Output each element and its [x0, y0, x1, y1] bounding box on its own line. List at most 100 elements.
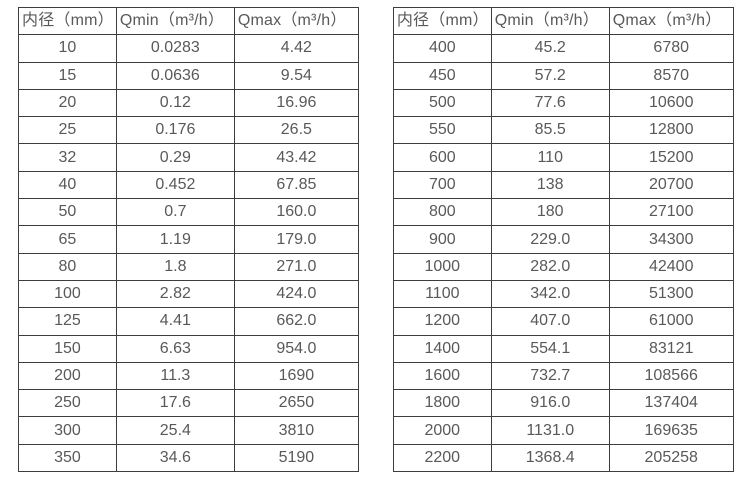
table-cell: 43.42 [233, 143, 359, 172]
table-cell: 916.0 [490, 389, 610, 418]
table-cell: 700 [392, 170, 492, 200]
table-body: 400 45.2 6780 450 57.2 8570 500 77.6 10600 550 85.… [392, 34, 734, 473]
table-cell: 180 [490, 198, 610, 227]
table-cell: 0.0283 [115, 34, 235, 63]
table-row: 700 138 20700 [392, 170, 734, 200]
table-cell: 0.176 [115, 116, 235, 145]
column-header: 内径（mm） [18, 6, 117, 36]
table-row: 150 6.63 954.0 [18, 334, 359, 363]
table-row: 500 77.6 10600 [392, 88, 734, 118]
table-cell: 0.7 [115, 198, 235, 227]
table-cell: 350 [18, 443, 117, 473]
table-row: 25 0.176 26.5 [18, 116, 359, 145]
table-cell: 1200 [392, 307, 492, 336]
table-cell: 2200 [392, 443, 492, 473]
table-cell: 0.12 [115, 88, 235, 118]
table-cell: 400 [392, 34, 492, 63]
table-cell: 32 [18, 143, 117, 172]
table-cell: 4.42 [233, 34, 359, 63]
table-cell: 1368.4 [490, 443, 610, 473]
table-cell: 500 [392, 88, 492, 118]
table-cell: 6780 [608, 34, 734, 63]
table-cell: 85.5 [490, 116, 610, 145]
table-cell: 554.1 [490, 334, 610, 363]
table-cell: 12800 [608, 116, 734, 145]
table-cell: 57.2 [490, 61, 610, 90]
table-cell: 77.6 [490, 88, 610, 118]
table-cell: 450 [392, 61, 492, 90]
column-header: Qmax（m³/h） [233, 6, 359, 36]
table-cell: 110 [490, 143, 610, 172]
table-cell: 5190 [233, 443, 359, 473]
table-row: 250 17.6 2650 [18, 389, 359, 418]
table-cell: 0.29 [115, 143, 235, 172]
table-row: 1200 407.0 61000 [392, 307, 734, 336]
table-cell: 83121 [608, 334, 734, 363]
table-row: 550 85.5 12800 [392, 116, 734, 145]
table-cell: 732.7 [490, 361, 610, 391]
table-row: 100 2.82 424.0 [18, 279, 359, 309]
header-row: 内径（mm） Qmin（m³/h） Qmax（m³/h） [392, 6, 734, 36]
table-cell: 51300 [608, 279, 734, 309]
table-cell: 15200 [608, 143, 734, 172]
column-header: Qmin（m³/h） [115, 6, 235, 36]
table-row: 300 25.4 3810 [18, 416, 359, 445]
table-cell: 138 [490, 170, 610, 200]
table-cell: 4.41 [115, 307, 235, 336]
table-cell: 200 [18, 361, 117, 391]
table-cell: 179.0 [233, 225, 359, 254]
table-cell: 1.8 [115, 252, 235, 281]
table-cell: 125 [18, 307, 117, 336]
table-row: 800 180 27100 [392, 198, 734, 227]
table-cell: 169635 [608, 416, 734, 445]
table-row: 1100 342.0 51300 [392, 279, 734, 309]
table-cell: 16.96 [233, 88, 359, 118]
table-cell: 342.0 [490, 279, 610, 309]
table-cell: 1100 [392, 279, 492, 309]
table-row: 40 0.452 67.85 [18, 170, 359, 200]
table-cell: 550 [392, 116, 492, 145]
table-cell: 34.6 [115, 443, 235, 473]
table-row: 80 1.8 271.0 [18, 252, 359, 281]
table-cell: 205258 [608, 443, 734, 473]
table-cell: 250 [18, 389, 117, 418]
table-row: 10 0.0283 4.42 [18, 34, 359, 63]
table-cell: 229.0 [490, 225, 610, 254]
table-cell: 150 [18, 334, 117, 363]
table-cell: 27100 [608, 198, 734, 227]
table-cell: 10 [18, 34, 117, 63]
table-cell: 954.0 [233, 334, 359, 363]
table-header-row: 内径（mm） Qmin（m³/h） Qmax（m³/h） [18, 6, 359, 36]
table-cell: 0.452 [115, 170, 235, 200]
flow-table-large-diameters: 内径（mm） Qmin（m³/h） Qmax（m³/h） 400 45.2 6780 45… [392, 6, 734, 473]
table-cell: 40 [18, 170, 117, 200]
table-cell: 3810 [233, 416, 359, 445]
table-cell: 50 [18, 198, 117, 227]
table-cell: 1131.0 [490, 416, 610, 445]
table-cell: 2650 [233, 389, 359, 418]
table-cell: 80 [18, 252, 117, 281]
table-cell: 662.0 [233, 307, 359, 336]
table-row: 1800 916.0 137404 [392, 389, 734, 418]
table-cell: 1.19 [115, 225, 235, 254]
table-row: 125 4.41 662.0 [18, 307, 359, 336]
table-row: 350 34.6 5190 [18, 443, 359, 473]
table-cell: 1000 [392, 252, 492, 281]
table-row: 32 0.29 43.42 [18, 143, 359, 172]
table-cell: 9.54 [233, 61, 359, 90]
table-cell: 108566 [608, 361, 734, 391]
table-row: 400 45.2 6780 [392, 34, 734, 63]
table-cell: 25 [18, 116, 117, 145]
table-cell: 1600 [392, 361, 492, 391]
table-row: 200 11.3 1690 [18, 361, 359, 391]
table-cell: 2.82 [115, 279, 235, 309]
table-row: 900 229.0 34300 [392, 225, 734, 254]
table-cell: 900 [392, 225, 492, 254]
table-row: 600 110 15200 [392, 143, 734, 172]
table-cell: 8570 [608, 61, 734, 90]
table-cell: 160.0 [233, 198, 359, 227]
table-cell: 600 [392, 143, 492, 172]
flow-table-small-diameters: 内径（mm） Qmin（m³/h） Qmax（m³/h） 10 0.0283 4.42 1… [18, 6, 359, 473]
table-cell: 11.3 [115, 361, 235, 391]
table-cell: 65 [18, 225, 117, 254]
